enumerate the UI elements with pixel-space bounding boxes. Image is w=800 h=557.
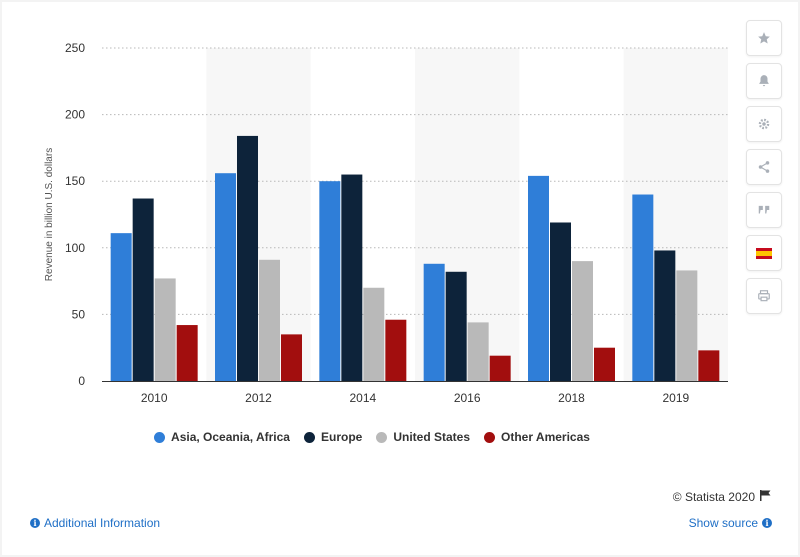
additional-information-label: Additional Information: [44, 516, 161, 530]
side-toolbar: [746, 20, 782, 314]
bar-asia-oceania-africa-2019: [632, 194, 654, 381]
x-tick-label-2019: 2019: [662, 391, 689, 405]
legend-marker-united-states: [376, 431, 388, 443]
x-tick-label-2016: 2016: [454, 391, 481, 405]
legend-item-united-states[interactable]: United States: [376, 430, 470, 444]
bar-asia-oceania-africa-2012: [215, 173, 236, 381]
legend-item-europe[interactable]: Europe: [303, 430, 363, 444]
legend-marker-asia: [154, 431, 166, 443]
gear-icon: [757, 117, 771, 131]
bar-other-americas-2019: [698, 350, 720, 381]
share-button[interactable]: [746, 149, 782, 185]
bar-united-states-2012: [259, 259, 280, 381]
y-tick-label-200: 200: [65, 108, 85, 122]
legend-label-united-states: United States: [393, 430, 471, 444]
y-tick-label-250: 250: [65, 41, 85, 55]
bar-united-states-2016: [467, 322, 489, 381]
cite-button[interactable]: [746, 192, 782, 228]
bar-asia-oceania-africa-2014: [319, 181, 341, 381]
show-source-label: Show source: [688, 516, 758, 530]
bar-united-states-2010: [154, 278, 176, 381]
bar-europe-2014: [341, 174, 363, 381]
bar-europe-2018: [550, 222, 571, 381]
copyright[interactable]: © Statista 2020: [673, 490, 772, 504]
settings-button[interactable]: [746, 106, 782, 142]
share-icon: [757, 160, 771, 174]
bar-europe-2010: [132, 198, 154, 381]
bar-united-states-2014: [363, 287, 385, 381]
bar-other-americas-2018: [594, 347, 615, 381]
y-tick-label-0: 0: [78, 374, 85, 388]
x-tick-label-2018: 2018: [558, 391, 585, 405]
legend-marker-europe: [303, 431, 315, 443]
legend-item-other-americas[interactable]: Other Americas: [484, 430, 590, 444]
bar-united-states-2018: [572, 261, 593, 381]
x-tick-label-2014: 2014: [349, 391, 376, 405]
bar-asia-oceania-africa-2010: [110, 233, 132, 381]
notification-button[interactable]: [746, 63, 782, 99]
info-icon: i: [30, 518, 40, 528]
bar-other-americas-2014: [385, 319, 407, 381]
flag-spain-icon: [756, 247, 772, 259]
bar-chart: 0 50 100 150 200 250 Revenue in billion U.S. d…: [44, 41, 728, 405]
bar-other-americas-2012: [281, 334, 302, 381]
y-tick-label-100: 100: [65, 241, 85, 255]
y-axis-label: Revenue in billion U.S. dollars: [44, 148, 55, 281]
legend-marker-other-americas: [484, 431, 496, 443]
additional-information-link[interactable]: i Additional Information: [30, 516, 160, 530]
bar-europe-2019: [654, 250, 676, 381]
bar-united-states-2019: [676, 270, 698, 381]
flag-icon: [760, 490, 772, 504]
quote-icon: [757, 203, 771, 217]
bar-asia-oceania-africa-2018: [528, 175, 549, 381]
legend-label-other-americas: Other Americas: [501, 430, 590, 444]
bar-other-americas-2010: [176, 325, 198, 381]
legend-label-europe: Europe: [320, 430, 363, 444]
copyright-text: © Statista 2020: [672, 490, 755, 504]
x-tick-label-2012: 2012: [245, 391, 272, 405]
show-source-link[interactable]: Show source i: [689, 516, 772, 530]
info-icon: i: [762, 518, 772, 528]
y-tick-label-150: 150: [65, 174, 85, 188]
bell-icon: [757, 74, 771, 88]
bar-europe-2012: [237, 135, 258, 381]
legend-item-asia[interactable]: Asia, Oceania, Africa: [154, 430, 290, 444]
bar-other-americas-2016: [489, 355, 511, 381]
star-icon: [757, 31, 771, 45]
bar-europe-2016: [445, 271, 467, 381]
legend: Asia, Oceania, Africa Europe United Stat…: [2, 430, 742, 444]
print-button[interactable]: [746, 278, 782, 314]
legend-label-asia: Asia, Oceania, Africa: [171, 430, 290, 444]
favorite-button[interactable]: [746, 20, 782, 56]
x-tick-label-2010: 2010: [141, 391, 168, 405]
print-icon: [757, 289, 771, 303]
language-button[interactable]: [746, 235, 782, 271]
bar-asia-oceania-africa-2016: [423, 263, 445, 381]
y-tick-label-50: 50: [72, 307, 86, 321]
